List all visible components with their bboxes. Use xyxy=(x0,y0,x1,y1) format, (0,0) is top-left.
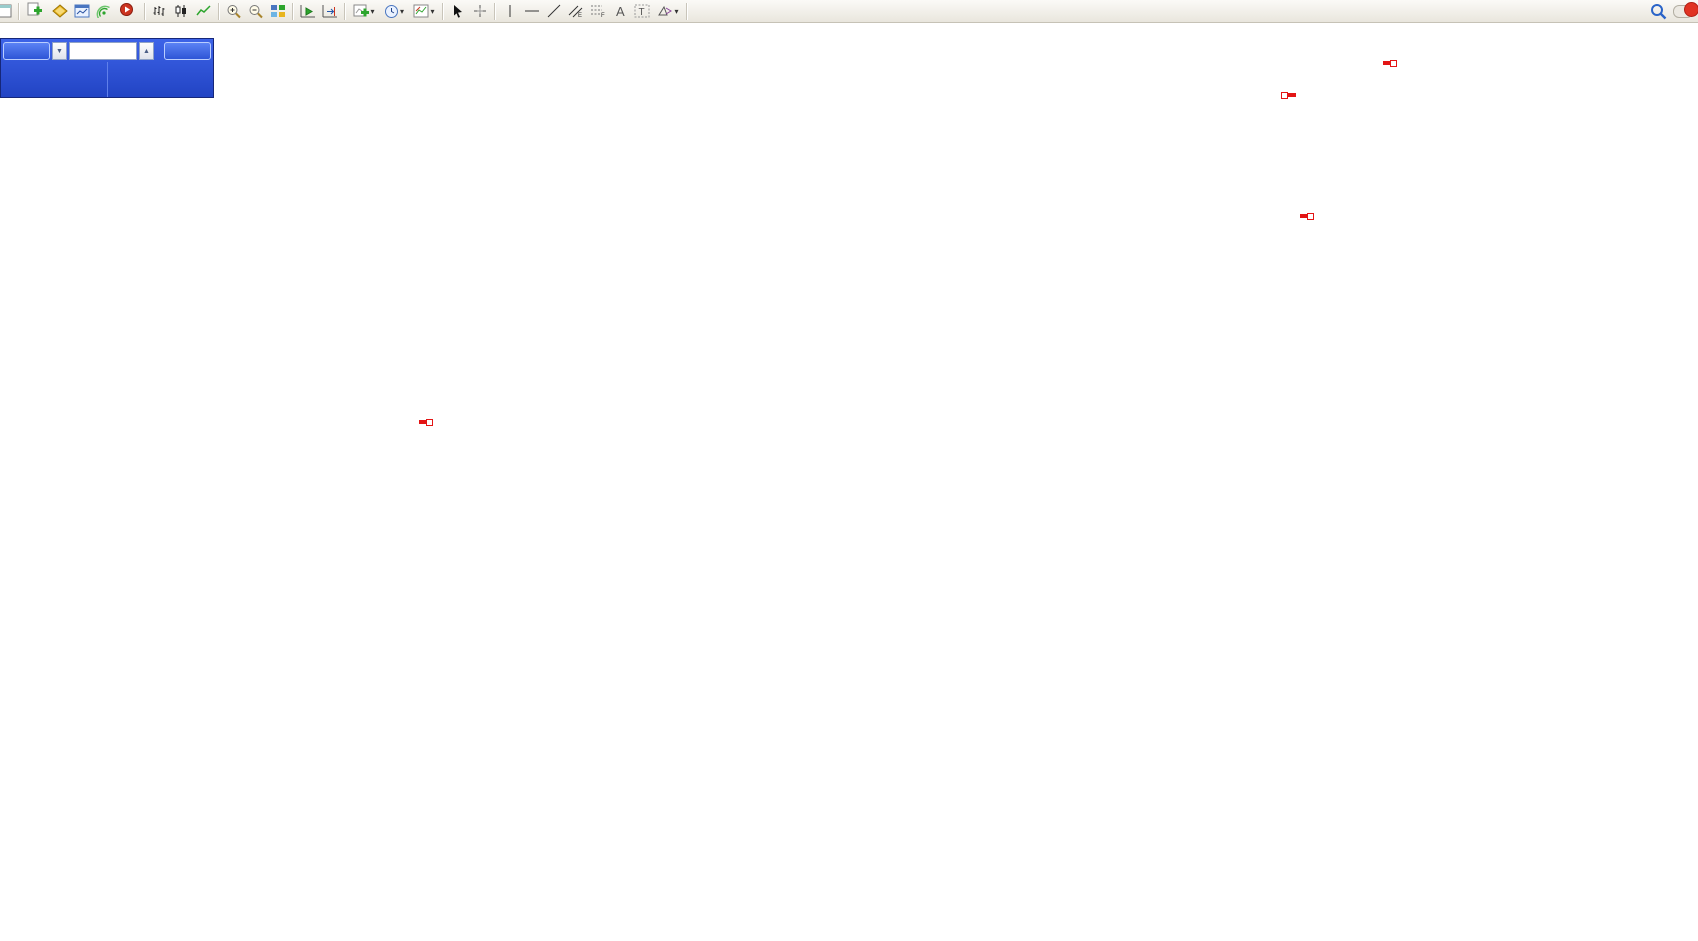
signal-icon[interactable] xyxy=(93,1,115,21)
vertical-line-icon[interactable] xyxy=(499,1,521,21)
buy-price[interactable] xyxy=(106,62,214,97)
cursor-icon[interactable] xyxy=(447,1,469,21)
auto-trading-icon xyxy=(119,2,134,20)
horizontal-line-icon[interactable] xyxy=(521,1,543,21)
candlestick-chart-icon[interactable] xyxy=(171,1,193,21)
svg-text:T: T xyxy=(639,7,645,18)
chevron-down-icon: ▾ xyxy=(399,6,404,16)
crosshair-icon[interactable] xyxy=(469,1,491,21)
svg-text:A: A xyxy=(616,4,625,18)
text-icon[interactable]: A xyxy=(609,1,631,21)
divider xyxy=(442,2,444,20)
svg-text:E: E xyxy=(578,13,582,18)
volume-decrease-button[interactable]: ▼ xyxy=(52,42,67,60)
tile-windows-icon[interactable] xyxy=(267,1,289,21)
buy-button[interactable] xyxy=(164,42,211,60)
divider xyxy=(686,2,688,20)
shapes-icon[interactable]: ▾ xyxy=(653,1,683,21)
new-order-button[interactable] xyxy=(23,1,49,21)
price-row xyxy=(1,62,213,97)
fibonacci-icon[interactable]: F xyxy=(587,1,609,21)
volume-increase-button[interactable]: ▲ xyxy=(139,42,154,60)
divider xyxy=(218,2,220,20)
divider xyxy=(344,2,346,20)
notification-badge xyxy=(1684,1,1698,17)
bar-chart-icon[interactable] xyxy=(149,1,171,21)
new-order-icon xyxy=(27,2,42,20)
chevron-down-icon: ▾ xyxy=(430,6,435,16)
chart-window-icon[interactable] xyxy=(0,1,15,21)
divider xyxy=(292,2,294,20)
trendline-icon[interactable] xyxy=(543,1,565,21)
add-indicator-icon[interactable]: ▾ xyxy=(349,1,379,21)
divider xyxy=(494,2,496,20)
layers-icon[interactable] xyxy=(49,1,71,21)
zoom-in-icon[interactable] xyxy=(223,1,245,21)
chart-shift-icon[interactable] xyxy=(319,1,341,21)
order-row: ▼ ▲ xyxy=(1,39,213,62)
volume-input[interactable] xyxy=(69,42,137,60)
auto-trading-button[interactable] xyxy=(115,1,141,21)
market-watch-icon[interactable] xyxy=(71,1,93,21)
sell-price[interactable] xyxy=(1,62,107,97)
search-icon[interactable] xyxy=(1647,1,1669,21)
equidistant-channel-icon[interactable]: E xyxy=(565,1,587,21)
chevron-down-icon: ▾ xyxy=(674,6,679,16)
line-chart-icon[interactable] xyxy=(193,1,215,21)
divider xyxy=(18,2,20,20)
sell-button[interactable] xyxy=(3,42,50,60)
toolbar-right xyxy=(1647,1,1698,21)
label-icon[interactable]: T xyxy=(631,1,653,21)
price-annotation-121249[interactable] xyxy=(419,419,433,426)
price-annotation-130308[interactable] xyxy=(1281,92,1296,99)
templates-icon[interactable]: ▾ xyxy=(409,1,439,21)
auto-scroll-icon[interactable] xyxy=(297,1,319,21)
notifications-button[interactable] xyxy=(1673,1,1698,21)
periods-clock-icon[interactable]: ▾ xyxy=(379,1,409,21)
one-click-trading-panel: ▼ ▲ xyxy=(0,38,214,98)
toolbar: ▾ ▾ ▾ E F A T ▾ xyxy=(0,0,1698,23)
price-annotation-131237[interactable] xyxy=(1383,60,1397,67)
zoom-out-icon[interactable] xyxy=(245,1,267,21)
chevron-down-icon: ▾ xyxy=(370,6,375,16)
divider xyxy=(144,2,146,20)
price-annotation-126906[interactable] xyxy=(1300,213,1314,220)
svg-text:F: F xyxy=(601,13,605,18)
